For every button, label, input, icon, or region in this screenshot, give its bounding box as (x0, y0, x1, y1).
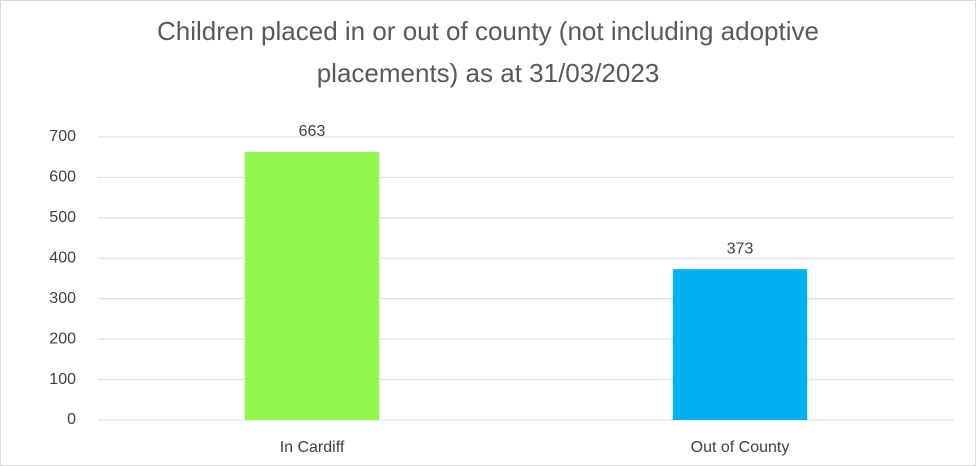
chart-title: Children placed in or out of county (not… (157, 16, 819, 88)
y-tick-label: 400 (49, 250, 76, 267)
y-tick-label: 700 (49, 128, 76, 145)
data-label: 373 (727, 240, 754, 257)
y-tick-label: 500 (49, 209, 76, 226)
y-tick-label: 0 (67, 411, 76, 428)
y-tick-label: 100 (49, 371, 76, 388)
x-tick-label: In Cardiff (280, 439, 345, 456)
bar (244, 151, 380, 421)
y-tick-label: 200 (49, 330, 76, 347)
y-tick-label: 600 (49, 169, 76, 186)
bar (672, 269, 808, 420)
x-tick-label: Out of County (691, 439, 790, 456)
data-label: 663 (299, 123, 326, 140)
y-tick-label: 300 (49, 290, 76, 307)
